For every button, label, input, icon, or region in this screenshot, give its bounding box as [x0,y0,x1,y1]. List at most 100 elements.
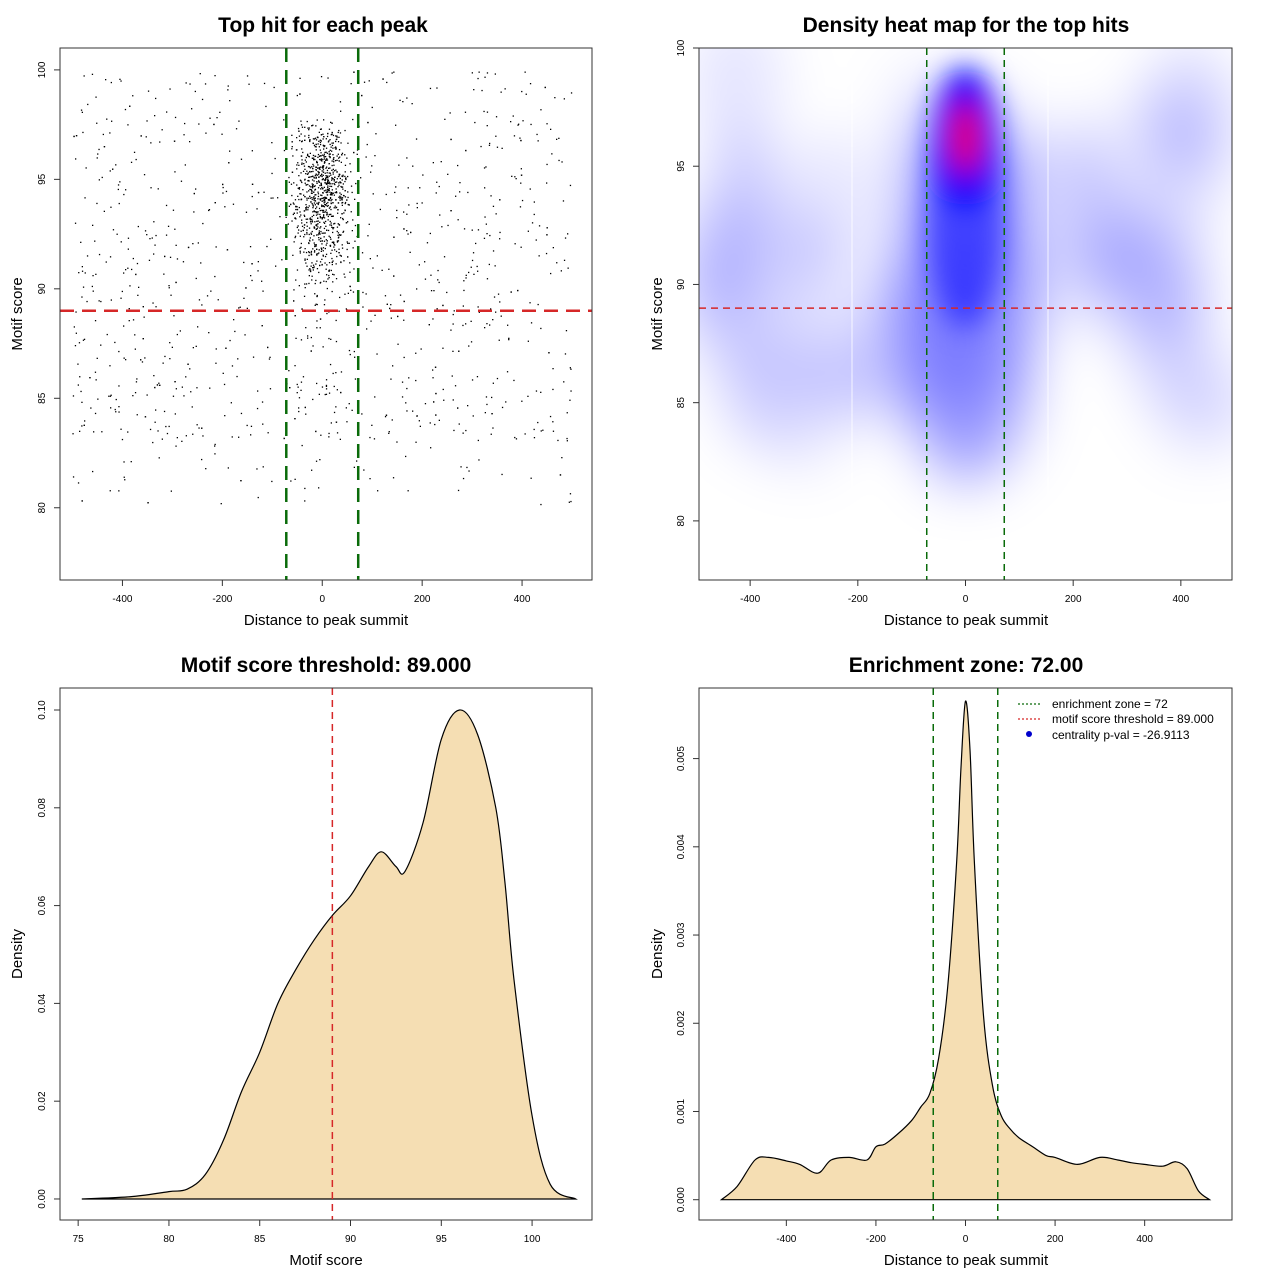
scatter-point [257,496,259,499]
scatter-point [316,253,318,255]
scatter-point [267,346,269,349]
heatmap-hotspot [925,67,1006,329]
scatter-point [81,266,83,268]
scatter-point [316,223,318,226]
scatter-point [305,207,307,209]
scatter-point [341,247,344,249]
score-density-panel: Motif score threshold: 89.000 75 80 85 90 95… [9,654,593,1269]
scatter-point [319,149,321,151]
scatter-point [337,209,339,211]
scatter-point [315,143,317,146]
scatter-point [569,367,571,369]
scatter-point [128,320,130,322]
scatter-point [335,188,337,190]
scatter-point [93,431,95,433]
scatter-point [326,274,328,276]
scatter-point [328,436,330,438]
scatter-point [347,292,349,294]
scatter-point [299,235,301,237]
scatter-point [309,219,312,221]
scatter-point [94,240,96,242]
scatter-point [201,304,203,306]
scatter-point [462,432,464,434]
scatter-point [324,151,326,154]
scatter-point [347,221,349,223]
scatter-point [335,135,337,137]
scatter-point [406,213,408,215]
scatter-point [495,135,497,137]
scatter-point [115,164,117,166]
scatter-point [372,267,374,269]
scatter-point [265,105,267,108]
scatter-point [75,158,77,160]
scatter-point [343,195,345,197]
scatter-point [470,341,473,343]
scatter-point [301,222,303,224]
scatter-point [315,207,317,210]
scatter-point [336,240,339,242]
scatter-point [292,155,294,157]
scatter-point [296,208,299,211]
scatter-point [318,252,320,254]
scatter-point [313,199,315,201]
scatter-point [540,391,542,393]
scatter-point [367,121,369,124]
scatter-point [317,198,319,200]
scatter-point [238,307,240,309]
scatter-point [319,318,322,320]
scatter-point [127,124,129,126]
scatter-point [327,176,329,179]
scatter-point [129,285,131,287]
scatter-point [352,247,354,249]
scatter-point [323,280,325,282]
scatter-point [340,182,342,184]
x-tick-label: -200 [866,1234,886,1245]
scatter-point [339,192,341,194]
x-tick-label: 0 [319,594,325,605]
scatter-point [317,234,319,236]
scatter-point [315,460,318,462]
scatter-point [338,184,340,186]
scatter-point [222,186,224,189]
scatter-point [336,255,338,258]
scatter-point [308,275,310,277]
scatter-point [340,193,342,196]
y-tick-label: 95 [37,173,48,185]
scatter-point [377,490,379,492]
scatter-point [510,291,512,293]
scatter-point [323,156,325,158]
scatter-point [342,183,344,185]
scatter-point [331,169,333,171]
scatter-point [243,297,245,299]
scatter-point [297,187,299,189]
scatter-point [341,179,343,181]
scatter-point [294,236,296,239]
scatter-point [303,224,306,226]
scatter-point [455,195,457,197]
scatter-point [332,228,334,230]
scatter-point [308,136,310,139]
scatter-point [330,174,332,176]
scatter-point [315,228,317,230]
scatter-point [464,111,467,113]
scatter-point [401,396,404,398]
x-tick-label: 200 [1047,1234,1064,1245]
scatter-point [392,477,395,479]
scatter-point [309,176,311,178]
scatter-point [327,180,329,182]
scatter-point [465,323,467,325]
heatmap-blob [721,340,783,438]
scatter-point [318,180,320,182]
scatter-point [321,194,323,197]
scatter-point [311,197,313,199]
scatter-point [187,246,190,249]
scatter-point [300,124,303,126]
scatter-point [323,202,325,204]
scatter-point [345,308,347,310]
scatter-point [298,187,301,189]
x-tick-label: 200 [414,594,431,605]
scatter-point [330,238,332,240]
scatter-point [225,347,227,349]
scatter-point [309,139,311,142]
scatter-point [227,85,229,87]
